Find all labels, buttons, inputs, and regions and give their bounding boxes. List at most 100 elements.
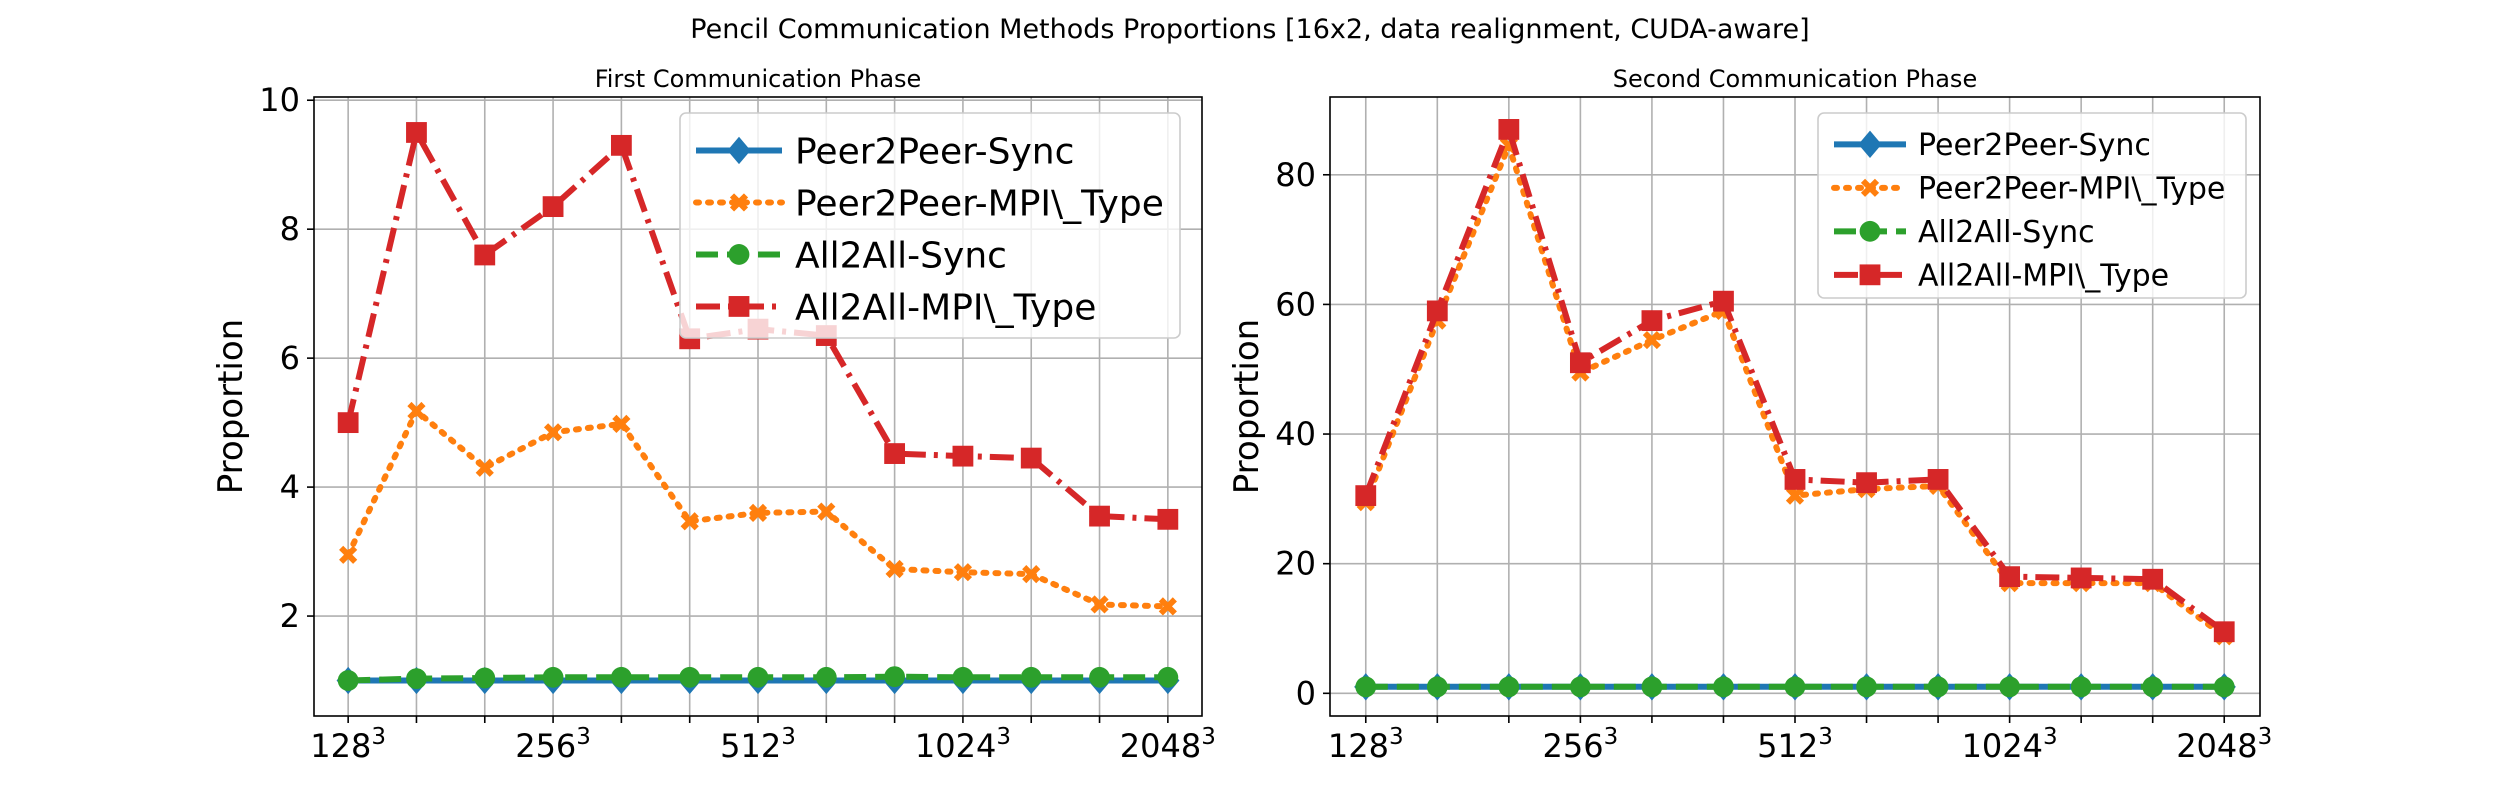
chart2-legend-label: All2All-MPI\_Type xyxy=(1918,259,2169,294)
chart2-legend-marker xyxy=(1860,178,1880,197)
chart2-series-all2all-sync-point xyxy=(1498,676,1520,698)
chart1-series-all2all-sync-point xyxy=(1020,666,1042,688)
chart2-x-tick-label: 10243 xyxy=(1962,724,2058,765)
chart1-series-all2all-mpi-type-point xyxy=(610,134,632,156)
chart2-legend-label: All2All-Sync xyxy=(1918,215,2095,250)
chart1-y-tick-label: 8 xyxy=(280,210,300,248)
chart2-series-all2all-mpi-type-point xyxy=(1426,300,1448,322)
chart1-series-all2all-sync-point xyxy=(406,668,427,690)
chart1-x-tick-label: 20483 xyxy=(1120,724,1216,765)
chart2-series-all2all-sync-point xyxy=(1713,676,1734,698)
chart1-series-peer2peer-mpi-type-point xyxy=(339,545,358,564)
chart1-series-all2all-sync-point xyxy=(610,666,632,688)
chart2-legend-label: Peer2Peer-Sync xyxy=(1918,128,2151,163)
chart1-legend-marker xyxy=(727,136,751,165)
chart2-x-tick-label: 1283 xyxy=(1328,724,1404,765)
chart2-legend-item-all2all-sync: All2All-Sync xyxy=(1834,215,2095,250)
chart2-series-all2all-sync-point xyxy=(1569,676,1591,698)
chart1-series-all2all-mpi-type-point xyxy=(474,244,496,266)
chart2-y-tick-label: 0 xyxy=(1296,674,1316,712)
chart2-series-all2all-mpi-type-point xyxy=(2070,567,2092,589)
chart1-series-all2all-sync-point xyxy=(542,666,564,688)
chart1-legend-marker xyxy=(728,244,750,265)
chart1-legend-box xyxy=(679,112,1181,339)
chart1-series-all2all-sync xyxy=(337,666,1179,691)
chart2-series-peer2peer-mpi-type-point xyxy=(1785,486,1805,505)
chart2-series-all2all-mpi-type-point xyxy=(1713,290,1734,312)
chart1-series-all2all-mpi-type-point xyxy=(406,122,427,143)
chart1-title: First Communication Phase xyxy=(595,65,922,93)
chart1-legend-item-all2all-sync: All2All-Sync xyxy=(696,235,1007,276)
chart1-legend-label: Peer2Peer-MPI\_Type xyxy=(795,183,1164,224)
chart1-series-all2all-sync-point xyxy=(1089,666,1110,688)
chart2-series-all2all-mpi-type-point xyxy=(1641,310,1663,332)
chart2-series-all2all-sync-point xyxy=(1641,676,1663,698)
chart1-x-tick-label: 2563 xyxy=(515,724,591,765)
chart1-series-all2all-mpi-type-point xyxy=(1089,505,1110,527)
chart1-series-all2all-mpi-type-point xyxy=(952,445,974,467)
chart1-legend-label: Peer2Peer-Sync xyxy=(795,131,1074,172)
chart1-series-peer2peer-mpi-type-point xyxy=(1090,595,1109,614)
chart2-y-tick-label: 20 xyxy=(1275,545,1316,583)
chart2-series-all2all-sync-point xyxy=(1355,676,1377,698)
chart1-legend-label: All2All-MPI\_Type xyxy=(795,287,1096,328)
chart1-series-all2all-sync-point xyxy=(474,667,496,689)
chart2-legend-marker xyxy=(1859,220,1881,242)
chart2-x-tick-label: 20483 xyxy=(2176,724,2272,765)
chart2-series-all2all-sync-point xyxy=(1856,676,1877,698)
chart1-x-tick-label: 10243 xyxy=(915,724,1011,765)
chart2-series-all2all-sync-point xyxy=(2213,676,2235,698)
chart1-legend-marker xyxy=(728,296,750,317)
chart2-series-all2all-mpi-type-point xyxy=(2142,568,2164,590)
chart1-series-peer2peer-mpi-type-point xyxy=(953,563,973,582)
chart2-x-tick-label: 5123 xyxy=(1757,724,1833,765)
chart1-legend-label: All2All-Sync xyxy=(795,235,1007,276)
chart1-series-all2all-sync-point xyxy=(1157,666,1179,688)
chart2-legend-box xyxy=(1817,112,2247,299)
chart2-series-peer2peer-mpi-type-point xyxy=(1642,330,1662,350)
chart2-legend: Peer2Peer-Sync Peer2Peer-MPI\_Type All2All… xyxy=(1817,112,2247,299)
chart2-series-all2all-sync-point xyxy=(1999,676,2021,698)
chart2-series-all2all-mpi-type-point xyxy=(1856,472,1877,494)
figure-title: Pencil Communication Methods Proportions… xyxy=(690,14,1809,45)
chart1-x-tick-label: 1283 xyxy=(310,724,386,765)
chart2-series-all2all-sync-point xyxy=(1426,676,1448,698)
chart1-series-peer2peer-mpi-type-point xyxy=(1022,565,1041,584)
chart2-series-all2all-sync-point xyxy=(2070,676,2092,698)
chart1-series-peer2peer-mpi-type-point xyxy=(748,503,768,522)
chart1-y-tick-label: 4 xyxy=(280,468,300,506)
chart2-y-tick-label: 60 xyxy=(1275,285,1316,323)
chart2-series-all2all-mpi-type-point xyxy=(1498,119,1520,140)
chart1-series-all2all-mpi-type-point xyxy=(1020,447,1042,469)
chart1-series-peer2peer-mpi-type-point xyxy=(885,559,904,579)
chart2-series-all2all-mpi-type-point xyxy=(1784,469,1806,490)
chart1-series-peer2peer-mpi-type-point xyxy=(475,458,494,477)
chart1-legend-item-peer2peer-mpi-type: Peer2Peer-MPI\_Type xyxy=(693,183,1164,224)
chart2-series-all2all-mpi-type-point xyxy=(1355,485,1377,507)
chart1-series-all2all-mpi-type-point xyxy=(1157,508,1179,530)
chart2-series-all2all-mpi-type-point xyxy=(2213,621,2235,643)
chart2-series-all2all-mpi-type-point xyxy=(1569,352,1591,374)
chart1-series-all2all-mpi-type-point xyxy=(884,443,906,464)
chart1-series-peer2peer-mpi-type-point xyxy=(543,423,563,442)
chart1-legend-item-peer2peer-sync: Peer2Peer-Sync xyxy=(696,131,1074,172)
chart1-series-peer2peer-mpi-type-point xyxy=(1158,597,1177,616)
chart1-series-peer2peer-mpi-type-point xyxy=(680,512,699,531)
chart2-series-all2all-sync-point xyxy=(2142,676,2164,698)
chart1-y-axis-label: Proportion xyxy=(211,319,251,494)
chart1-legend-item-all2all-mpi-type: All2All-MPI\_Type xyxy=(696,287,1096,328)
chart1-legend: Peer2Peer-Sync Peer2Peer-MPI\_Type All2All… xyxy=(679,112,1181,339)
chart1-series-peer2peer-mpi-type-point xyxy=(817,502,836,521)
chart1-series-all2all-mpi-type-point xyxy=(542,196,564,218)
chart2-legend-marker xyxy=(1858,130,1882,158)
chart1-y-tick-label: 6 xyxy=(280,339,300,377)
chart2-y-tick-label: 40 xyxy=(1275,415,1316,453)
chart2-legend-item-peer2peer-mpi-type: Peer2Peer-MPI\_Type xyxy=(1831,172,2225,207)
chart1-legend-marker xyxy=(729,193,749,212)
chart2-series-all2all-sync xyxy=(1355,676,2235,698)
chart2-legend-item-all2all-mpi-type: All2All-MPI\_Type xyxy=(1834,259,2169,294)
chart1-series-peer2peer-mpi-type-point xyxy=(407,401,426,421)
chart2-legend-item-peer2peer-sync: Peer2Peer-Sync xyxy=(1834,128,2151,163)
